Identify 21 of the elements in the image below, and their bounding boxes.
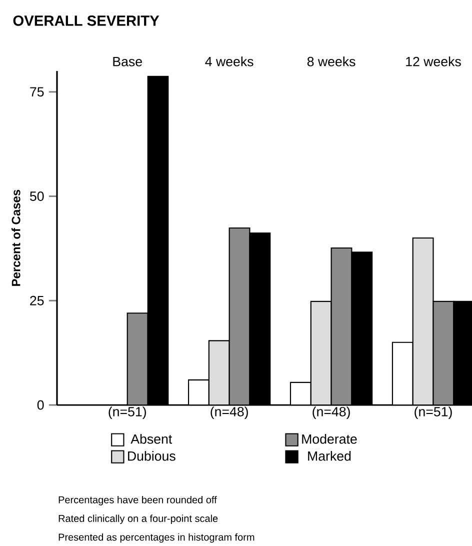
x-tick-label: 8 weeks [307,56,356,66]
chart-title: OVERALL SEVERITY [13,15,160,26]
x-tick-label: Base [113,56,142,66]
text: Presented as percentages in histogram form [58,533,254,543]
y-tick-label: 25 [30,296,44,306]
text: Percentages have been rounded off [58,496,217,506]
annotation: (n=48) [210,406,248,420]
x-tick-label: 4 weeks [205,56,254,66]
y-axis-title: Percent of Cases [11,190,20,286]
legend-label: Marked [308,450,351,461]
y-tick-label: 0 [37,400,44,410]
legend-label: Absent [130,434,172,444]
text: Rated clinically on a four-point scale [58,514,218,524]
x-tick-label: 12 weeks [406,56,461,66]
legend-label: Dubious [128,450,176,461]
annotation: (n=48) [312,406,350,420]
annotation: (n=51) [414,406,452,420]
y-tick-label: 75 [30,87,44,97]
y-tick-label: 50 [30,192,44,201]
legend-label: Moderate [302,434,357,444]
annotation: (n=51) [108,406,146,420]
